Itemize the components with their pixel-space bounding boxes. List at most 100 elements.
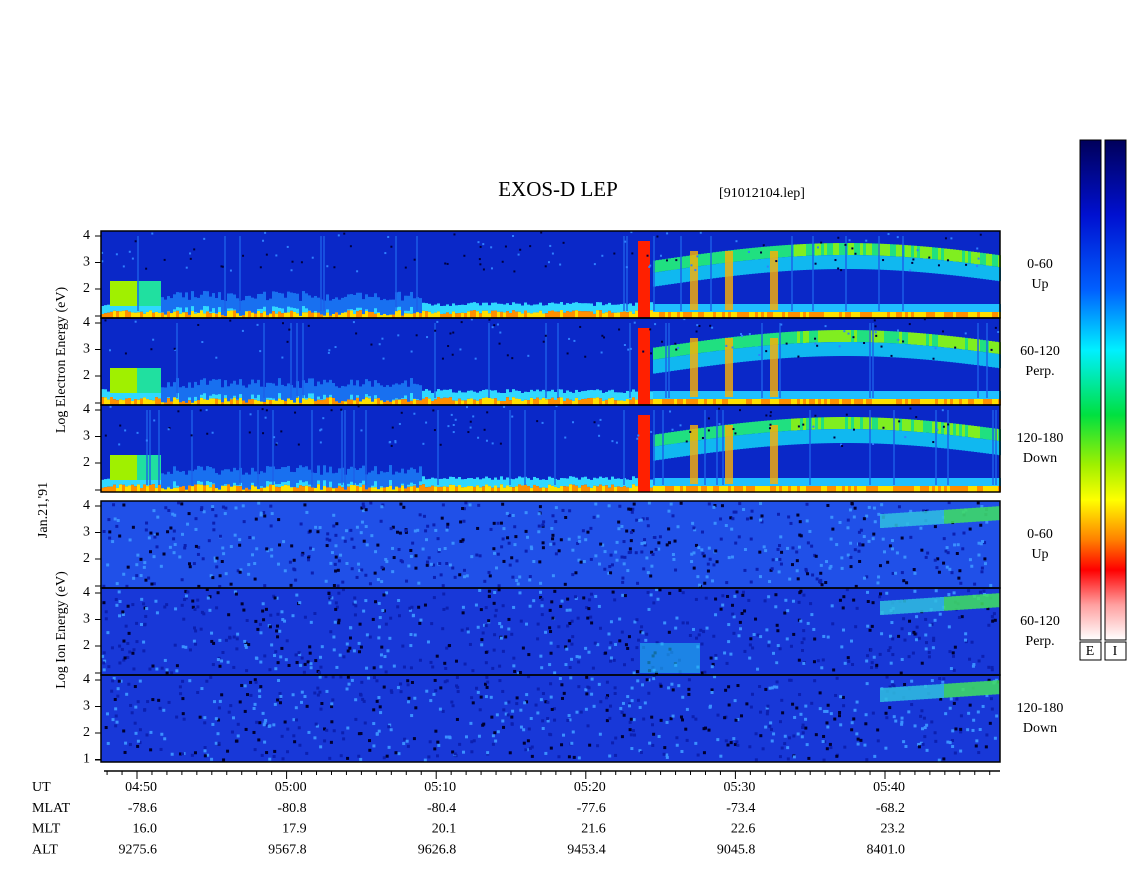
spectrogram-noise — [704, 596, 708, 600]
spectrogram-cell — [671, 304, 674, 312]
spectrogram-noise — [450, 413, 453, 416]
spectrogram-noise — [776, 547, 780, 551]
spectrogram-cell — [851, 399, 854, 405]
spectrogram-cell — [242, 300, 245, 316]
spectrogram-noise — [681, 621, 685, 625]
spectrogram-noise — [865, 758, 869, 762]
spectrogram-noise — [727, 640, 731, 644]
spectrogram-noise — [368, 635, 372, 639]
spectrogram-noise — [852, 428, 855, 431]
spectrogram-noise — [508, 563, 512, 567]
spectrogram-cell — [284, 386, 287, 402]
spectrogram-noise — [604, 651, 608, 655]
spectrogram-noise — [194, 642, 198, 646]
spectrogram-noise — [311, 547, 315, 551]
spectrogram-cell — [212, 304, 215, 313]
spectrogram-noise — [442, 592, 446, 596]
spectrogram-noise — [504, 701, 508, 705]
spectrogram-noise — [754, 758, 758, 762]
spectrogram-noise — [483, 682, 487, 686]
spectrogram-cell — [916, 511, 920, 526]
spectrogram-noise — [614, 642, 618, 646]
spectrogram-cell — [944, 312, 947, 318]
spectrogram-noise — [157, 698, 161, 702]
spectrogram-noise — [173, 513, 177, 517]
spectrogram-noise — [184, 589, 188, 593]
spectrogram-cell — [914, 419, 917, 432]
spectrogram-cell — [926, 258, 929, 273]
spectrogram-noise — [153, 533, 157, 537]
spectrogram-cell — [806, 399, 809, 405]
spectrogram-cell — [188, 382, 191, 398]
spectrogram-cell — [737, 478, 740, 486]
spectrogram-cell — [920, 432, 923, 447]
spectrogram-cell — [908, 245, 911, 258]
spectrogram-cell — [791, 343, 794, 358]
spectrogram-cell — [788, 478, 791, 486]
spectrogram-cell — [113, 455, 116, 480]
spectrogram-cell — [455, 305, 458, 314]
spectrogram-noise — [589, 592, 593, 596]
spectrogram-cell — [884, 342, 887, 357]
spectrogram-cell — [668, 270, 671, 285]
spectrogram-cell — [905, 419, 908, 432]
spectrogram-cell — [734, 261, 737, 276]
spectrogram-cell — [329, 479, 332, 488]
spectrogram-cell — [758, 391, 761, 399]
spectrogram-cell — [677, 356, 680, 371]
spectrogram-noise — [187, 512, 191, 516]
spectrogram-cell — [767, 391, 770, 399]
spectrogram-noise — [245, 618, 249, 622]
spectrogram-noise — [163, 258, 166, 261]
spectrogram-cell — [698, 428, 701, 441]
spectrogram-noise — [805, 743, 809, 747]
spectrogram-cell — [683, 355, 686, 370]
spectrogram-cell — [785, 257, 788, 272]
spectrogram-cell — [827, 391, 830, 399]
spectrogram-cell — [251, 399, 254, 405]
spectrogram-noise — [218, 574, 222, 578]
spectrogram-cell — [611, 304, 614, 313]
spectrogram-cell — [623, 400, 626, 405]
spectrogram-cell — [326, 382, 329, 398]
spectrogram-cell — [911, 245, 914, 258]
spectrogram-noise — [432, 596, 436, 600]
spectrogram-cell — [983, 486, 986, 492]
spectrogram-cell — [254, 485, 257, 492]
spectrogram-noise — [165, 671, 169, 675]
spectrogram-noise — [813, 553, 817, 557]
spectrogram-cell — [704, 304, 707, 312]
spectrogram-cell — [509, 304, 512, 313]
spectrogram-noise — [958, 569, 962, 573]
spectrogram-cell — [887, 304, 890, 312]
spectrogram-cell — [581, 311, 584, 318]
spectrogram-noise — [201, 341, 204, 344]
spectrogram-cell — [269, 484, 272, 492]
spectrogram-noise — [209, 574, 213, 578]
spectrogram-cell — [662, 410, 664, 485]
spectrogram-cell — [551, 397, 554, 405]
spectrogram-cell — [806, 391, 809, 399]
spectrogram-noise — [695, 330, 698, 333]
spectrogram-cell — [572, 400, 575, 405]
spectrogram-cell — [569, 484, 572, 492]
spectrogram-cell — [443, 313, 446, 318]
spectrogram-noise — [594, 594, 598, 598]
spectrogram-cell — [365, 379, 368, 395]
spectrogram-cell — [170, 298, 173, 314]
spectrogram-noise — [880, 345, 883, 348]
spectrogram-noise — [674, 626, 678, 630]
spectrogram-noise — [244, 645, 248, 649]
spectrogram-cell — [503, 487, 506, 492]
spectrogram-noise — [629, 550, 633, 554]
spectrogram-noise — [959, 581, 963, 585]
spectrogram-noise — [334, 607, 338, 611]
spectrogram-cell — [275, 313, 278, 318]
spectrogram-noise — [155, 667, 159, 671]
spectrogram-noise — [384, 670, 388, 674]
spectrogram-noise — [694, 543, 698, 547]
spectrogram-cell — [857, 391, 860, 399]
spectrogram-cell — [104, 305, 107, 314]
spectrogram-cell — [506, 311, 509, 318]
spectrogram-cell — [932, 346, 935, 361]
